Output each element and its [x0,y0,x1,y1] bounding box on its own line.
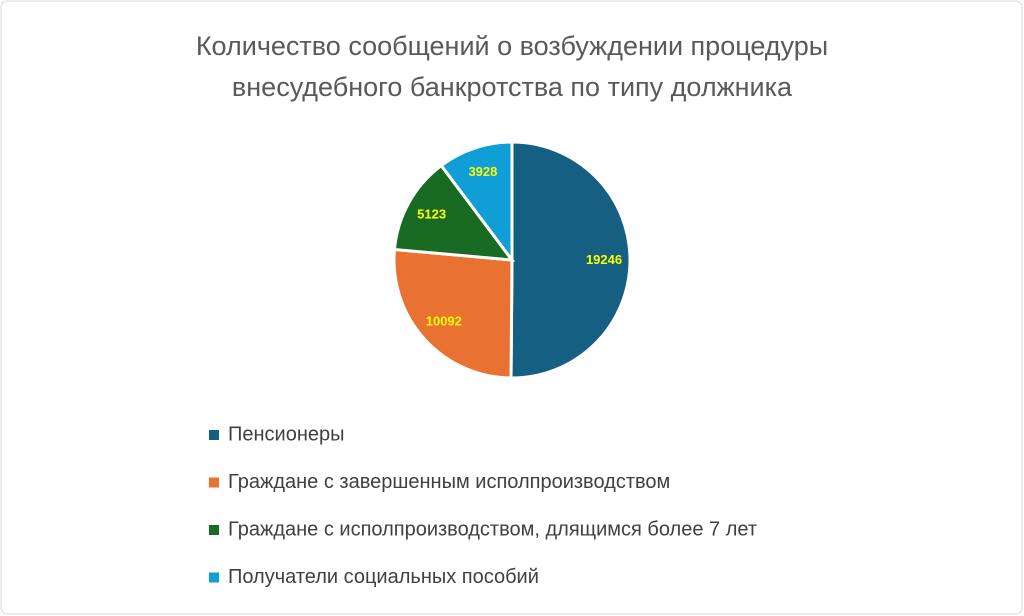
pie-slice [509,140,632,380]
legend-marker [209,477,219,488]
legend-marker [209,430,219,440]
legend-label: Получатели социальных пособий [228,566,539,588]
legend-label: Граждане с завершенным исполпроизводство… [228,471,670,493]
pie-slice [392,247,514,380]
data-label: 3928 [468,164,497,179]
data-label: 19246 [586,252,622,267]
data-label: 10092 [426,313,462,328]
pie-slice [439,140,514,265]
legend-marker [209,525,219,535]
chart-title: внесудебного банкротства по типу должник… [232,72,793,102]
chart-title: Количество сообщений о возбуждении проце… [196,31,828,61]
legend-label: Пенсионеры [228,423,345,445]
legend-label: Граждане с исполпроизводством, длящимся … [228,518,757,540]
data-label: 5123 [417,207,446,222]
pie-slice [392,163,516,262]
legend-marker [209,572,219,583]
